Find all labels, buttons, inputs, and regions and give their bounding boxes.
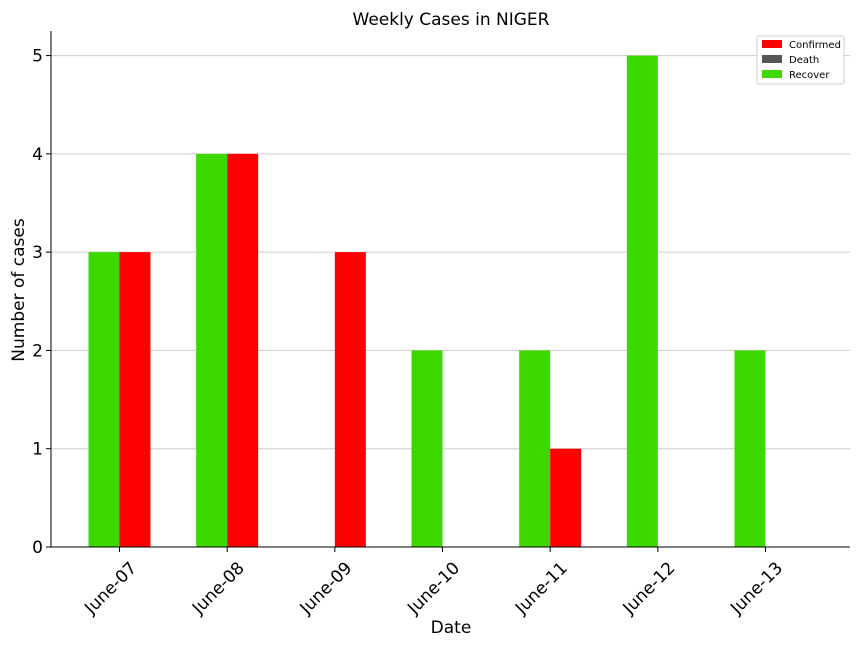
- bar-recover: [734, 350, 766, 547]
- legend-label: Recover: [789, 70, 830, 81]
- bar-confirmed: [334, 252, 366, 547]
- x-tick-label: June-11: [511, 558, 572, 619]
- y-axis-label: Number of cases: [9, 218, 29, 362]
- y-axis-ticks: 0 1 2 3 4 5: [32, 47, 51, 558]
- bar-confirmed: [227, 153, 259, 547]
- legend-swatch: [762, 40, 782, 48]
- x-tick-label: June-07: [80, 558, 141, 619]
- y-tick-label: 0: [32, 538, 43, 558]
- bar-recover: [196, 153, 228, 547]
- bar-confirmed: [119, 252, 151, 547]
- legend-swatch: [762, 55, 782, 63]
- legend-label: Confirmed: [789, 40, 841, 51]
- legend: Confirmed Death Recover: [756, 35, 845, 85]
- x-tick-label: June-10: [403, 558, 464, 619]
- x-tick-label: June-12: [619, 558, 680, 619]
- chart-title: Weekly Cases in NIGER: [353, 10, 550, 30]
- bar-recover: [626, 55, 658, 547]
- legend-label: Death: [789, 55, 819, 66]
- bar-recover: [411, 350, 443, 547]
- y-tick-label: 5: [32, 47, 43, 67]
- bar-confirmed: [550, 448, 582, 547]
- bar-recover: [519, 350, 551, 547]
- bar-recover: [88, 252, 120, 547]
- y-tick-label: 1: [32, 440, 43, 460]
- grid-lines: [51, 55, 850, 450]
- legend-swatch: [762, 70, 782, 78]
- y-tick-label: 2: [32, 341, 43, 361]
- axes: [50, 31, 850, 548]
- y-tick-label: 4: [32, 145, 43, 165]
- x-tick-label: June-13: [726, 558, 787, 619]
- x-axis-label: Date: [431, 618, 472, 638]
- bars: [88, 55, 766, 547]
- x-tick-label: June-09: [296, 558, 357, 619]
- x-tick-label: June-08: [188, 558, 249, 619]
- x-axis-ticks: June-07 June-08 June-09 June-10 June-11 June-…: [80, 547, 787, 619]
- y-tick-label: 3: [32, 243, 43, 263]
